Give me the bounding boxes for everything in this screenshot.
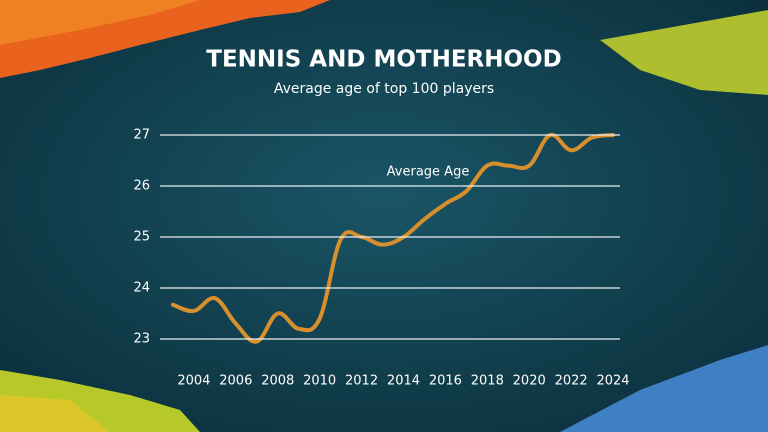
paint-blue (560, 345, 768, 432)
y-tick-label: 23 (133, 332, 150, 347)
y-tick-label: 27 (133, 128, 150, 143)
paint-yellow-bottom (0, 395, 110, 432)
y-tick-label: 25 (133, 230, 150, 245)
x-tick-label: 2016 (429, 374, 462, 389)
x-tick-label: 2024 (596, 374, 629, 389)
chart-subtitle: Average age of top 100 players (274, 81, 494, 97)
paint-orange-light (0, 0, 200, 45)
x-tick-label: 2014 (387, 374, 420, 389)
y-tick-label: 26 (133, 179, 150, 194)
x-tick-label: 2020 (513, 374, 546, 389)
x-tick-label: 2018 (471, 374, 504, 389)
x-tick-label: 2012 (345, 374, 378, 389)
x-tick-label: 2006 (219, 374, 252, 389)
x-tick-label: 2022 (555, 374, 588, 389)
paint-yellow (600, 10, 768, 95)
x-tick-label: 2010 (303, 374, 336, 389)
y-tick-label: 24 (133, 281, 150, 296)
x-tick-label: 2008 (261, 374, 294, 389)
x-tick-label: 2004 (177, 374, 210, 389)
annotation: Average Age (387, 165, 470, 180)
data-line (170, 132, 616, 344)
chart-title: TENNIS AND MOTHERHOOD (206, 47, 561, 73)
